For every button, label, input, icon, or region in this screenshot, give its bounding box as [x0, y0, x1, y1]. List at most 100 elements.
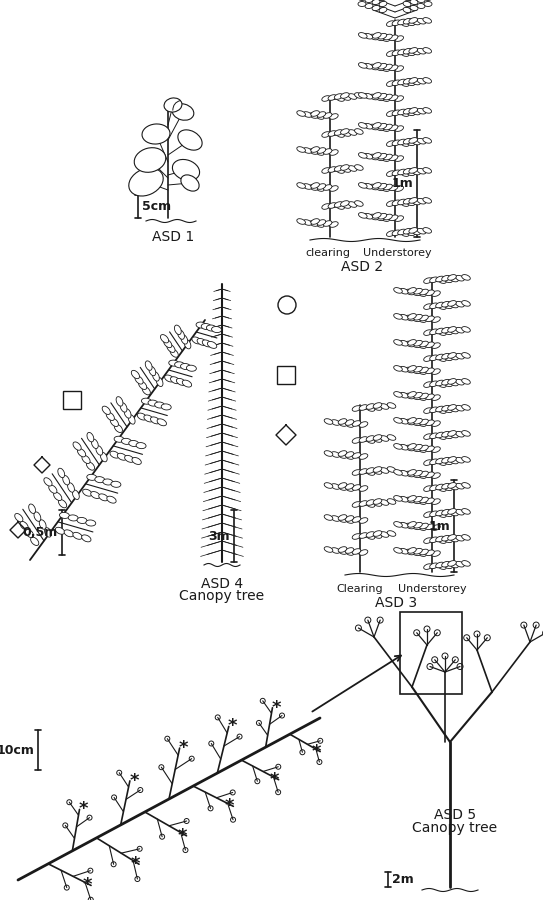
Ellipse shape	[435, 484, 444, 490]
Ellipse shape	[322, 95, 331, 102]
Ellipse shape	[392, 200, 401, 205]
Ellipse shape	[373, 436, 382, 442]
Ellipse shape	[430, 511, 438, 517]
Ellipse shape	[412, 472, 420, 478]
Ellipse shape	[418, 343, 426, 348]
Ellipse shape	[408, 339, 416, 346]
Ellipse shape	[401, 81, 409, 86]
Ellipse shape	[406, 20, 415, 25]
Text: *: *	[272, 698, 281, 716]
Ellipse shape	[375, 35, 384, 40]
Ellipse shape	[412, 19, 420, 25]
Ellipse shape	[142, 387, 150, 395]
Ellipse shape	[401, 171, 409, 176]
Ellipse shape	[348, 202, 357, 207]
Ellipse shape	[77, 518, 87, 524]
Ellipse shape	[462, 353, 470, 358]
Ellipse shape	[106, 412, 115, 420]
Ellipse shape	[394, 470, 402, 475]
Ellipse shape	[373, 500, 382, 507]
Ellipse shape	[378, 184, 387, 189]
Ellipse shape	[412, 420, 420, 426]
Ellipse shape	[103, 479, 113, 485]
Ellipse shape	[462, 535, 470, 540]
Ellipse shape	[136, 443, 146, 448]
Ellipse shape	[412, 290, 420, 295]
Ellipse shape	[345, 454, 354, 459]
Ellipse shape	[87, 432, 94, 442]
Ellipse shape	[375, 65, 384, 70]
Ellipse shape	[352, 517, 361, 522]
Ellipse shape	[406, 289, 414, 295]
Ellipse shape	[161, 404, 171, 410]
Ellipse shape	[78, 448, 86, 457]
Ellipse shape	[373, 469, 382, 474]
Ellipse shape	[370, 124, 378, 130]
Ellipse shape	[381, 185, 389, 192]
Text: 10cm: 10cm	[0, 743, 34, 757]
Ellipse shape	[420, 419, 428, 425]
Ellipse shape	[417, 168, 426, 174]
Text: ASD 4: ASD 4	[201, 577, 243, 591]
Ellipse shape	[420, 472, 428, 477]
Ellipse shape	[331, 516, 340, 521]
Bar	[400, 612, 462, 694]
Ellipse shape	[394, 418, 402, 423]
Text: clearing: clearing	[306, 248, 350, 258]
Ellipse shape	[444, 329, 452, 335]
Ellipse shape	[322, 203, 331, 210]
Ellipse shape	[418, 421, 426, 427]
Ellipse shape	[406, 393, 414, 399]
Text: *: *	[83, 877, 92, 895]
Ellipse shape	[345, 518, 354, 523]
Ellipse shape	[317, 220, 326, 225]
Ellipse shape	[373, 402, 382, 409]
Ellipse shape	[456, 536, 464, 541]
Ellipse shape	[456, 380, 464, 385]
Ellipse shape	[438, 329, 446, 336]
Ellipse shape	[406, 110, 415, 115]
Ellipse shape	[366, 534, 375, 539]
Ellipse shape	[420, 497, 428, 503]
Ellipse shape	[432, 369, 440, 374]
Ellipse shape	[384, 64, 392, 70]
Text: *: *	[312, 742, 321, 760]
Ellipse shape	[400, 288, 408, 294]
Ellipse shape	[456, 562, 464, 567]
Ellipse shape	[54, 492, 62, 500]
Ellipse shape	[381, 66, 389, 71]
Ellipse shape	[456, 457, 464, 463]
Ellipse shape	[394, 496, 402, 501]
Ellipse shape	[462, 508, 470, 514]
Ellipse shape	[424, 538, 432, 544]
Ellipse shape	[370, 34, 378, 40]
Ellipse shape	[358, 2, 366, 6]
Ellipse shape	[138, 382, 147, 390]
Ellipse shape	[372, 0, 380, 4]
Ellipse shape	[86, 462, 94, 470]
Ellipse shape	[392, 110, 401, 115]
Ellipse shape	[373, 499, 382, 504]
Ellipse shape	[403, 78, 412, 84]
Ellipse shape	[378, 123, 387, 129]
Ellipse shape	[412, 199, 420, 205]
Ellipse shape	[403, 168, 412, 174]
Ellipse shape	[323, 148, 332, 154]
Ellipse shape	[91, 491, 100, 499]
Ellipse shape	[417, 78, 426, 84]
Ellipse shape	[338, 420, 347, 427]
Ellipse shape	[438, 460, 446, 465]
Ellipse shape	[381, 126, 389, 131]
Ellipse shape	[397, 169, 406, 175]
Ellipse shape	[372, 212, 381, 218]
Ellipse shape	[400, 392, 408, 398]
Ellipse shape	[342, 94, 351, 100]
Ellipse shape	[447, 353, 456, 358]
Ellipse shape	[406, 230, 415, 236]
Ellipse shape	[380, 532, 389, 537]
Ellipse shape	[395, 95, 403, 102]
Ellipse shape	[462, 405, 470, 410]
Ellipse shape	[432, 291, 440, 296]
Ellipse shape	[444, 381, 452, 387]
Ellipse shape	[400, 366, 408, 372]
